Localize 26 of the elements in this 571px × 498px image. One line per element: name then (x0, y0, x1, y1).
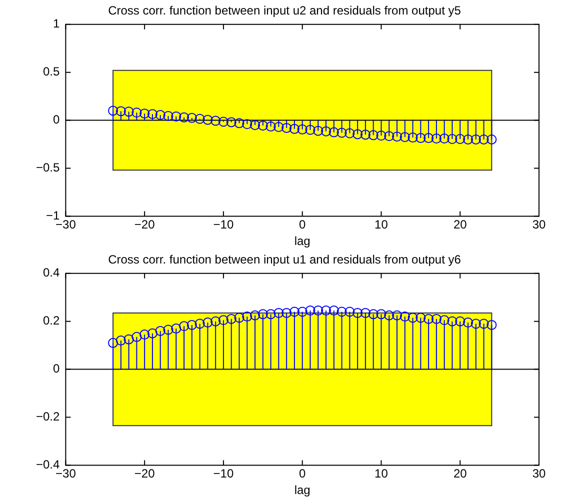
x-tick-label: −20 (134, 466, 156, 481)
x-axis-title: lag (294, 483, 310, 498)
x-tick-label: 20 (453, 218, 468, 232)
x-tick-label: −10 (213, 218, 234, 232)
y-tick-label: −1 (46, 208, 60, 223)
x-tick-label: 0 (299, 218, 306, 232)
x-tick-label: 30 (532, 218, 546, 232)
y-tick-label: −0.2 (36, 410, 60, 424)
x-tick-label: 30 (532, 466, 546, 481)
x-tick-label: −20 (134, 218, 156, 232)
y-tick-label: 0.4 (43, 266, 60, 280)
x-axis-title: lag (294, 234, 310, 248)
y-tick-label: 0.2 (43, 314, 60, 328)
x-tick-label: 10 (374, 218, 388, 232)
y-tick-label: −0.4 (36, 458, 60, 472)
y-tick-label: 0.5 (43, 64, 60, 79)
chart-title: Cross corr. function between input u1 and residuals from output y6 (108, 252, 462, 267)
x-tick-label: 20 (453, 466, 468, 481)
y-tick-label: 0 (53, 362, 60, 376)
y-tick-label: 1 (53, 16, 60, 31)
x-tick-label: 0 (299, 466, 306, 481)
chart-title: Cross corr. function between input u2 and residuals from output y5 (108, 4, 462, 18)
y-tick-label: −0.5 (36, 160, 60, 175)
x-tick-label: 10 (374, 466, 388, 481)
y-tick-label: 0 (53, 112, 60, 127)
x-tick-label: −10 (213, 466, 234, 481)
